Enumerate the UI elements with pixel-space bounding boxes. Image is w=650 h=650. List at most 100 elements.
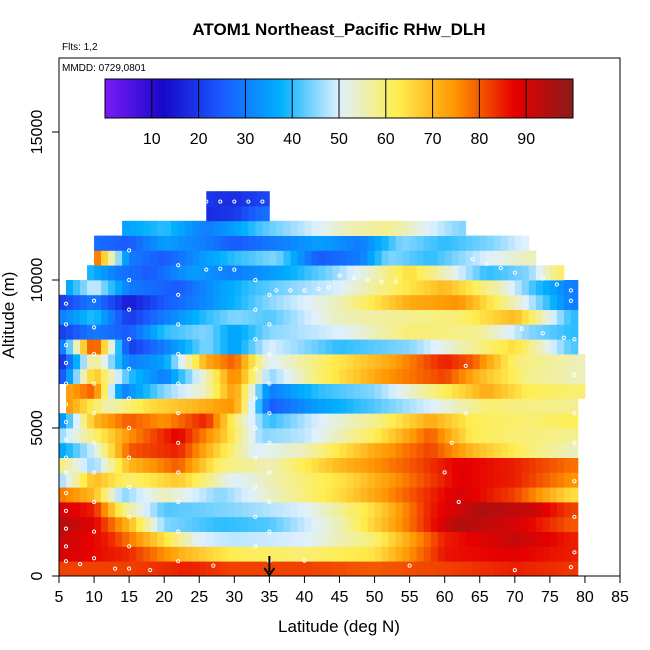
- heatmap-cell: [430, 354, 439, 370]
- heatmap-cell: [360, 250, 368, 266]
- colorbar-tick-label: 30: [237, 131, 255, 148]
- heatmap-cell: [360, 324, 368, 340]
- heatmap-cell: [360, 428, 368, 444]
- heatmap-cell: [346, 265, 354, 281]
- heatmap-cell: [94, 442, 102, 458]
- heatmap-cell: [514, 398, 523, 414]
- heatmap-cell: [94, 561, 102, 577]
- heatmap-cell: [206, 531, 214, 547]
- heatmap-cell: [66, 294, 74, 310]
- heatmap-cell: [402, 339, 411, 355]
- heatmap-cell: [227, 324, 235, 340]
- heatmap-cell: [220, 354, 228, 370]
- heatmap-cell: [241, 398, 249, 414]
- heatmap-cell: [486, 561, 495, 577]
- heatmap-cell: [297, 250, 305, 266]
- heatmap-cell: [94, 383, 102, 399]
- heatmap-cell: [388, 368, 396, 384]
- heatmap-cell: [171, 413, 179, 429]
- heatmap-cell: [66, 531, 74, 547]
- heatmap-cell: [577, 354, 586, 370]
- heatmap-cell: [304, 531, 312, 547]
- heatmap-cell: [563, 561, 572, 577]
- heatmap-cell: [227, 265, 235, 281]
- heatmap-cell: [171, 502, 179, 518]
- heatmap-cell: [206, 265, 214, 281]
- heatmap-cell: [220, 502, 228, 518]
- heatmap-cell: [255, 206, 263, 222]
- heatmap-cell: [332, 383, 340, 399]
- heatmap-cell: [423, 502, 432, 518]
- heatmap-cell: [206, 561, 214, 577]
- heatmap-cell: [297, 235, 305, 251]
- heatmap-cell: [87, 368, 95, 384]
- heatmap-cell: [66, 324, 74, 340]
- heatmap-cell: [178, 339, 186, 355]
- heatmap-cell: [556, 354, 565, 370]
- heatmap-cell: [563, 324, 572, 340]
- heatmap-cell: [206, 294, 214, 310]
- heatmap-cell: [346, 413, 354, 429]
- heatmap-cell: [563, 487, 572, 503]
- heatmap-cell: [283, 398, 291, 414]
- observation-point: [127, 514, 132, 519]
- heatmap-cell: [248, 191, 256, 207]
- heatmap-cell: [339, 472, 347, 488]
- heatmap-cell: [234, 383, 242, 399]
- heatmap-cell: [521, 457, 530, 473]
- heatmap-cell: [241, 294, 249, 310]
- observation-point: [63, 322, 69, 327]
- heatmap-cell: [248, 516, 256, 532]
- heatmap-cell: [304, 250, 312, 266]
- heatmap-cell: [269, 472, 277, 488]
- heatmap-cell: [360, 280, 368, 296]
- heatmap-cell: [206, 487, 214, 503]
- heatmap-cell: [311, 546, 319, 562]
- heatmap-cell: [206, 472, 214, 488]
- heatmap-cell: [164, 398, 172, 414]
- heatmap-cell: [563, 442, 572, 458]
- heatmap-cell: [283, 502, 291, 518]
- heatmap-cell: [234, 309, 242, 325]
- heatmap-cell: [416, 442, 425, 458]
- heatmap-cell: [570, 309, 579, 325]
- heatmap-cell: [451, 487, 460, 503]
- heatmap-cell: [262, 398, 270, 414]
- heatmap-cell: [297, 413, 305, 429]
- heatmap-cell: [318, 546, 326, 562]
- heatmap-cell: [241, 502, 249, 518]
- heatmap-cell: [542, 265, 551, 281]
- heatmap-cell: [325, 428, 333, 444]
- heatmap-cell: [444, 324, 453, 340]
- heatmap-cell: [402, 428, 411, 444]
- heatmap-cell: [535, 487, 544, 503]
- heatmap-cell: [206, 398, 214, 414]
- heatmap-cell: [465, 324, 474, 340]
- heatmap-cell: [528, 324, 537, 340]
- heatmap-cell: [318, 354, 326, 370]
- heatmap-cell: [395, 250, 404, 266]
- heatmap-cell: [129, 294, 137, 310]
- observation-point: [63, 544, 69, 549]
- heatmap-cell: [500, 368, 509, 384]
- heatmap-cell: [143, 250, 151, 266]
- heatmap-cell: [528, 294, 537, 310]
- heatmap-cell: [129, 250, 137, 266]
- heatmap-cell: [73, 546, 81, 562]
- heatmap-cell: [451, 324, 460, 340]
- heatmap-cell: [269, 280, 277, 296]
- heatmap-cell: [486, 531, 495, 547]
- heatmap-cell: [143, 339, 151, 355]
- heatmap-cell: [185, 354, 193, 370]
- heatmap-cell: [367, 413, 375, 429]
- heatmap-cell: [101, 368, 109, 384]
- heatmap-cell: [150, 546, 158, 562]
- heatmap-cell: [87, 294, 95, 310]
- heatmap-cell: [192, 457, 200, 473]
- observation-point: [113, 566, 118, 571]
- heatmap-cell: [297, 561, 305, 577]
- heatmap-cell: [255, 516, 263, 532]
- heatmap-cell: [73, 428, 81, 444]
